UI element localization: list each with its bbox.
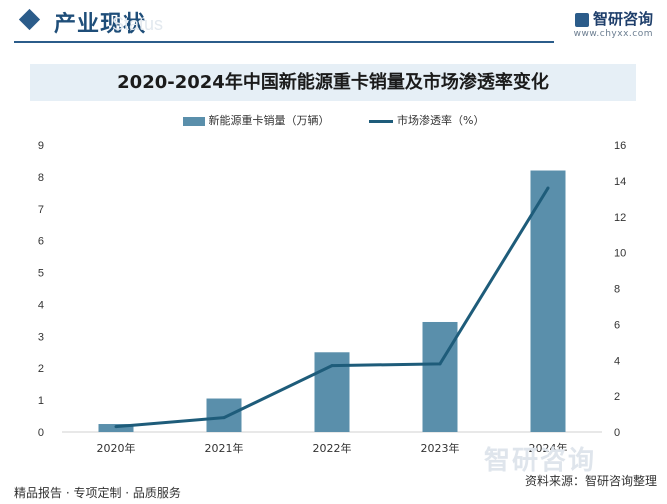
- x-tick-label: 2023年: [421, 441, 460, 455]
- x-tick-label: 2021年: [205, 441, 244, 455]
- brand-logo-icon: [574, 12, 589, 27]
- y-left-tick-label: 9: [38, 140, 44, 152]
- y-left-tick-label: 7: [38, 204, 44, 216]
- y-left-tick-label: 1: [38, 395, 44, 407]
- y-left-tick-label: 6: [38, 236, 44, 248]
- brand: 智研咨询 www.chyxx.com: [574, 8, 653, 39]
- legend-item-sales: 新能源重卡销量（万辆）: [182, 112, 330, 128]
- legend-item-penetration: 市场渗透率（%）: [369, 112, 484, 128]
- y-right-tick-label: 4: [614, 355, 620, 367]
- y-right-tick-label: 8: [614, 284, 620, 296]
- point-penetration: [438, 362, 442, 366]
- y-left-tick-label: 5: [38, 268, 44, 280]
- y-right-tick-label: 6: [614, 319, 620, 331]
- bar-sales: [530, 170, 566, 432]
- y-right-tick-label: 10: [614, 248, 626, 260]
- y-right-tick-label: 14: [614, 176, 626, 188]
- y-right-tick-label: 12: [614, 212, 626, 224]
- bar-sales: [206, 398, 242, 432]
- legend-swatch-bar: [182, 116, 205, 126]
- y-left-tick-label: 4: [38, 299, 44, 311]
- legend-swatch-line: [369, 119, 394, 123]
- footer-source: 资料来源：智研咨询整理: [524, 474, 657, 488]
- legend: 新能源重卡销量（万辆） 市场渗透率（%）: [0, 112, 667, 128]
- point-penetration: [330, 364, 334, 368]
- x-tick-label: 2020年: [97, 441, 136, 455]
- brand-name: 智研咨询: [592, 10, 653, 28]
- y-right-tick-label: 16: [614, 140, 626, 152]
- point-penetration: [222, 416, 226, 420]
- y-right-tick-label: 2: [614, 391, 620, 403]
- point-penetration: [546, 186, 550, 190]
- brand-url: www.chyxx.com: [573, 29, 653, 39]
- y-right-tick-label: 0: [614, 427, 620, 439]
- ghost-text: Status: [112, 14, 164, 34]
- footer: 精品报告 · 专项定制 · 品质服务 资料来源：智研咨询整理: [0, 474, 667, 504]
- point-penetration: [114, 425, 118, 429]
- header-rule: [14, 41, 554, 43]
- section-title: 产业现状: [54, 12, 147, 37]
- chart-title: 2020-2024年中国新能源重卡销量及市场渗透率变化: [117, 72, 549, 93]
- bar-sales: [422, 321, 458, 432]
- y-left-tick-label: 2: [38, 363, 44, 375]
- y-left-tick-label: 3: [38, 331, 44, 343]
- x-tick-label: 2022年: [313, 441, 352, 455]
- chart-title-band: 2020-2024年中国新能源重卡销量及市场渗透率变化: [30, 64, 636, 101]
- legend-label-sales: 新能源重卡销量（万辆）: [208, 114, 330, 127]
- y-left-tick-label: 8: [38, 172, 44, 184]
- legend-label-penetration: 市场渗透率（%）: [397, 114, 485, 127]
- footer-tagline: 精品报告 · 专项定制 · 品质服务: [14, 486, 181, 500]
- x-tick-label: 2024年: [529, 441, 568, 455]
- header: 产业现状 Status 智研咨询 www.chyxx.com: [0, 0, 667, 46]
- watermark-logo: 智研咨询: [484, 446, 597, 476]
- y-left-tick-label: 0: [38, 427, 44, 439]
